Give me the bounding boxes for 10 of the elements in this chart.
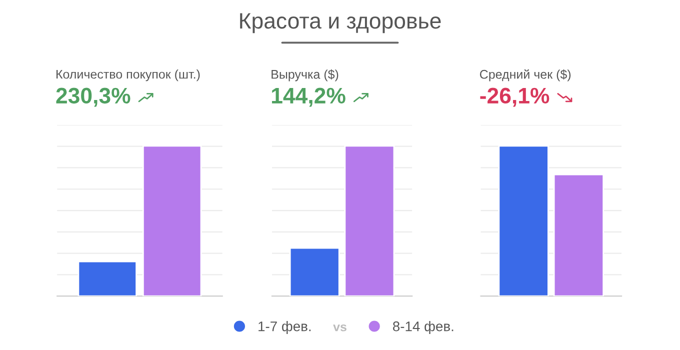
text: -26,1% [480,88,550,107]
text: 144,2% [272,88,346,107]
chart-title: Красота и здоровье [240,13,441,34]
chart-subtitle: Количество покупок (шт.) [56,69,200,82]
legend-label: 8-14 фев. [392,321,454,334]
legend-label: 1-7 фев. [258,321,311,334]
chart-subtitle: Выручка ($) [272,69,338,82]
text: 230,3% [56,88,130,107]
chart-subtitle: Средний чек ($) [480,69,571,82]
text: vs [333,324,346,332]
